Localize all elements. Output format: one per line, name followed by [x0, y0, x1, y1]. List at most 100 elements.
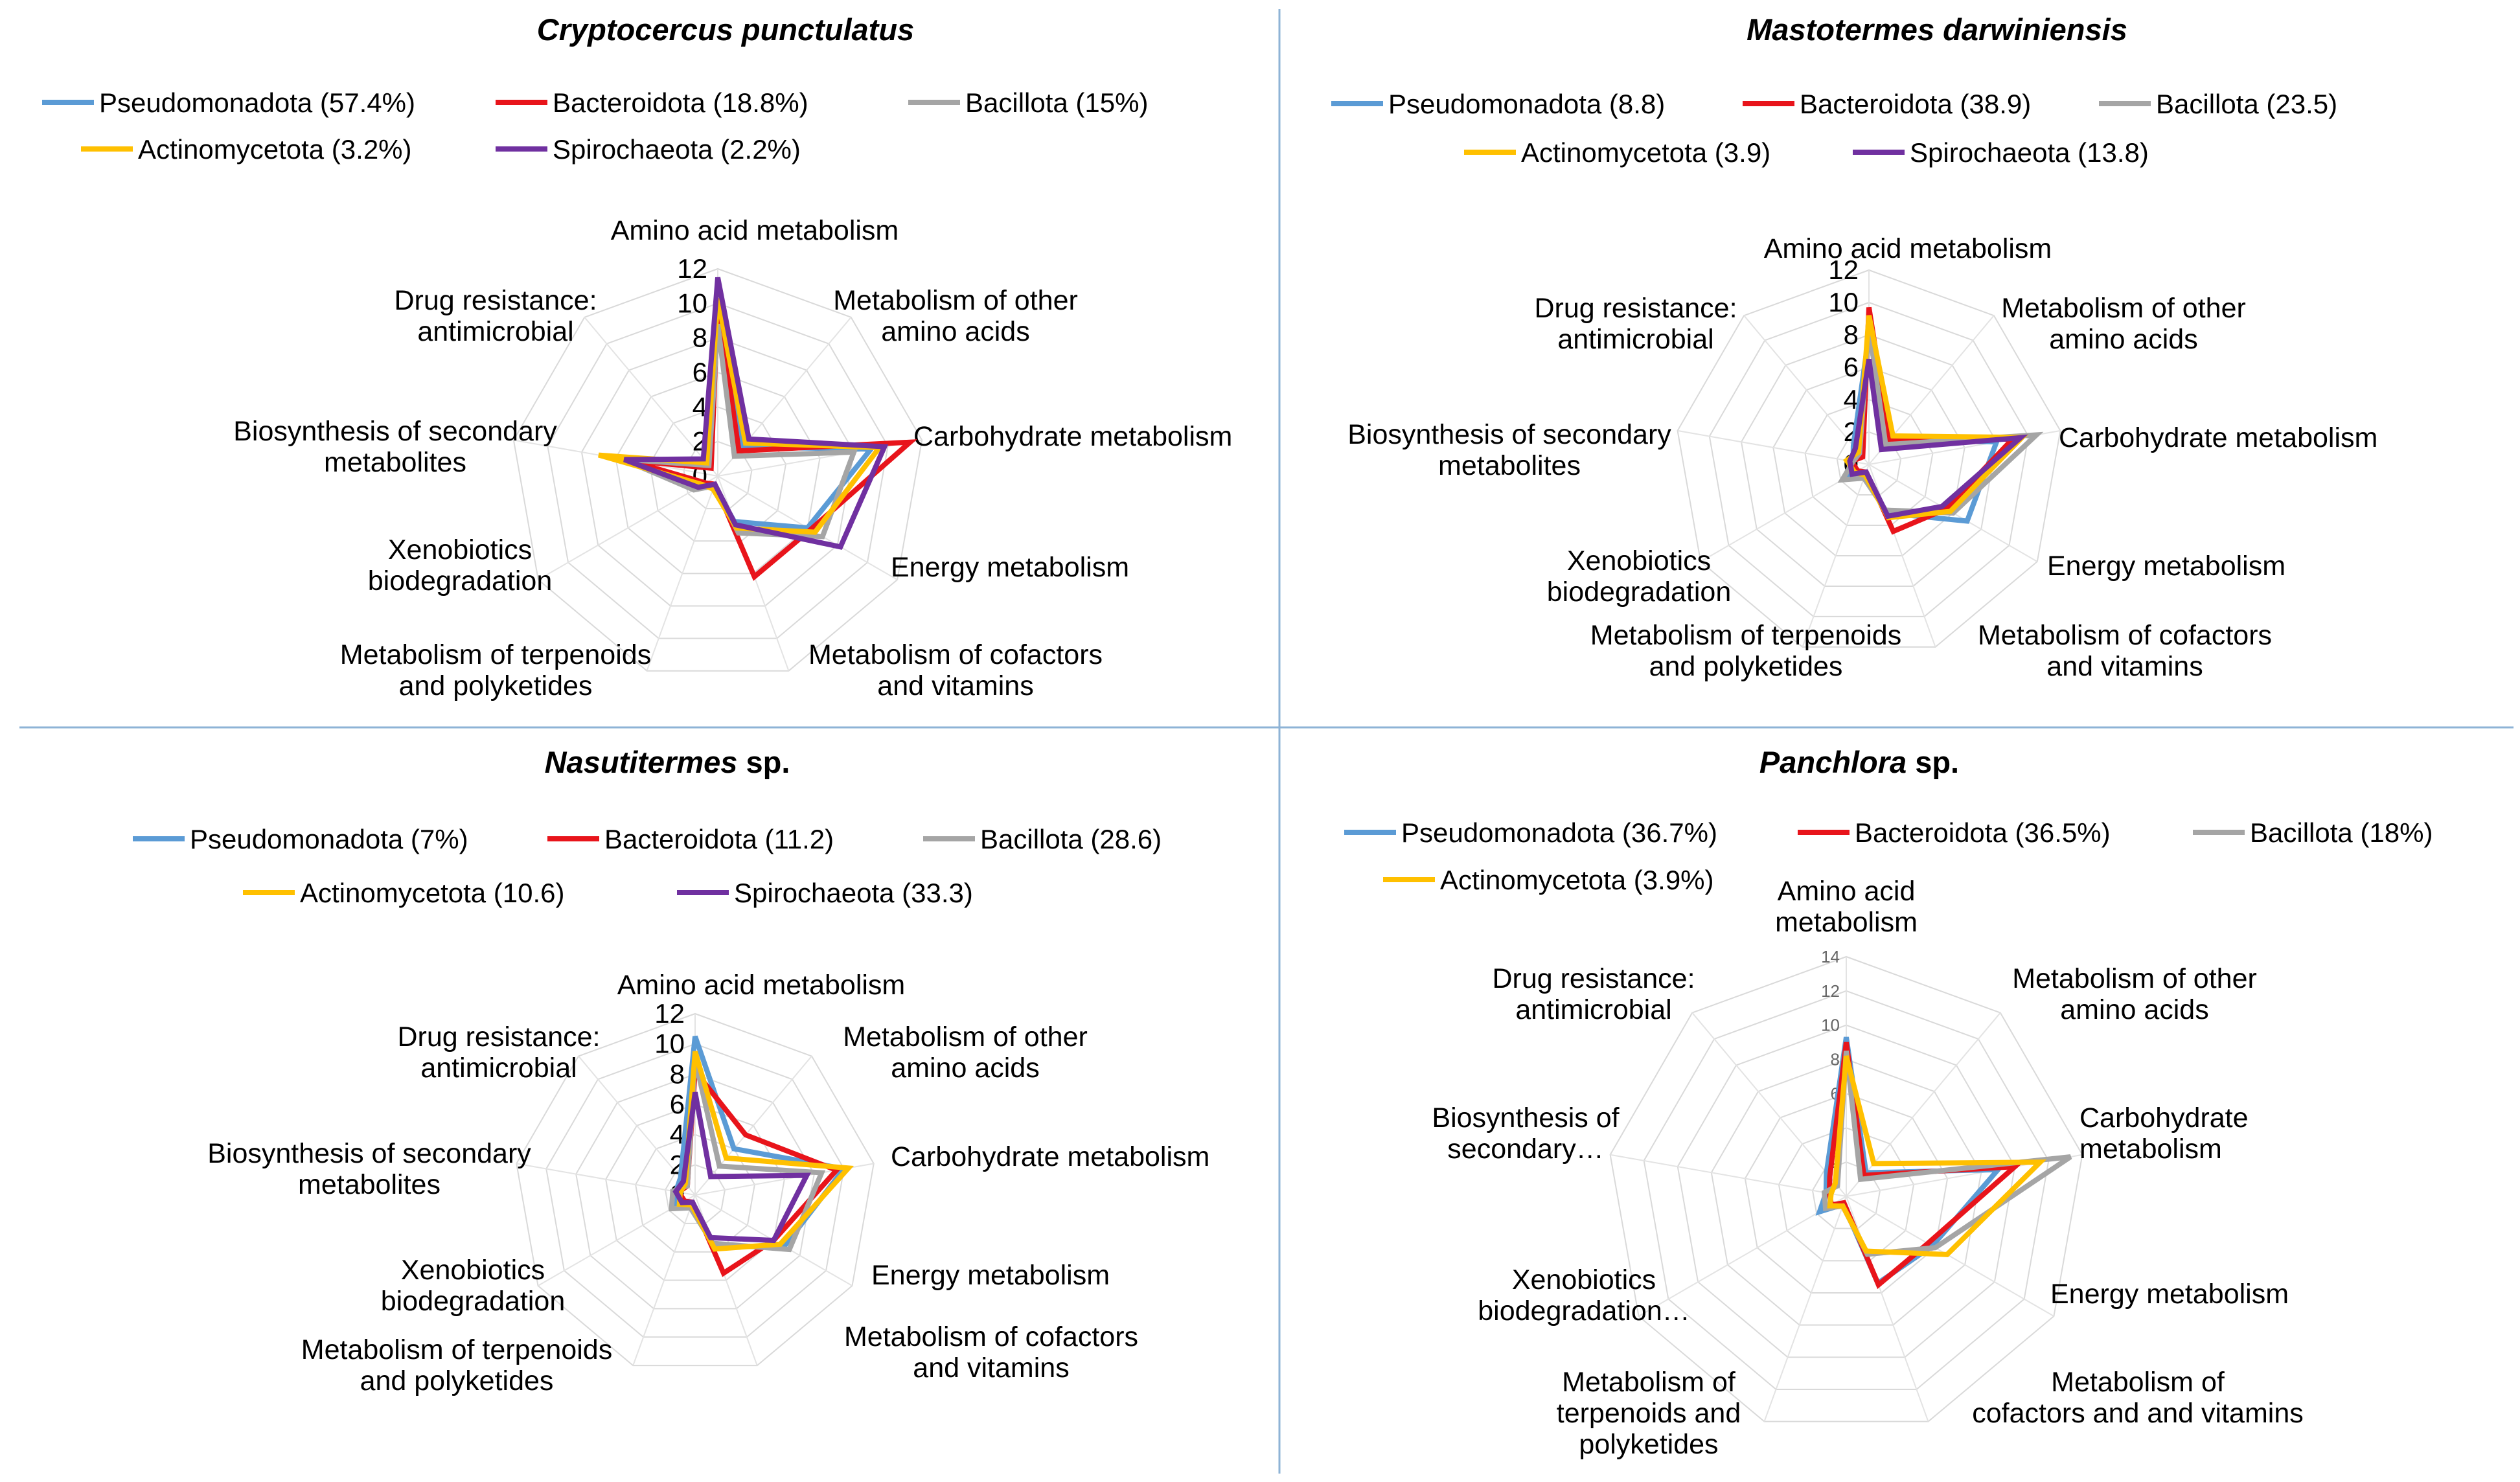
grid-ring [605, 1103, 785, 1281]
tick-label: 8 [1844, 319, 1859, 350]
grid-ring [1710, 1058, 1982, 1326]
axis-label-line: Metabolism of cofactors [808, 639, 1103, 670]
axis-label-line: secondary… [1447, 1134, 1603, 1165]
axis-label: Carbohydrate metabolism [2059, 422, 2377, 453]
axis-label-line: Xenobiotics [1567, 545, 1711, 576]
axis-label-line: amino acids [2060, 994, 2208, 1025]
axis-label-line: Xenobiotics [388, 534, 532, 565]
grid-spoke [717, 439, 922, 477]
axis-label: Carbohydrate metabolism [913, 421, 1232, 452]
legend-entry: Bacillota (28.6) [980, 824, 1162, 854]
axis-label-line: Metabolism of [2051, 1367, 2225, 1398]
axis-label-line: Amino acid metabolism [611, 215, 899, 246]
grid-ring [545, 1043, 845, 1338]
axis-label: Metabolism of other amino acids [833, 285, 1078, 347]
legend-entry: Actinomycetota (3.2%) [138, 134, 412, 165]
axis-label: Drug resistance: antimicrobial [1534, 293, 1737, 355]
axis-label-line: antimicrobial [417, 316, 573, 347]
axis-label-line: Energy metabolism [2047, 551, 2285, 582]
axis-label-line: antimicrobial [1557, 324, 1713, 355]
axis-label: Energy metabolism [2047, 551, 2285, 582]
chart-title-species: Panchlora [1759, 745, 1907, 779]
grid-ring [1744, 1093, 1949, 1294]
axis-label-line: metabolism [2079, 1134, 2222, 1165]
axis-label: Drug resistance: antimicrobial [1492, 963, 1695, 1025]
axis-label: Metabolism of terpenoids and polyketides [1557, 1367, 1741, 1460]
axis-label-line: terpenoids and [1557, 1398, 1741, 1429]
axis-label-line: and vitamins [877, 670, 1033, 701]
legend-entry: Spirochaeota (2.2%) [553, 134, 801, 165]
axis-label-line: Metabolism of [1562, 1367, 1736, 1398]
axis-label-line: Metabolism of other [833, 285, 1078, 316]
axis-label: Metabolism of other amino acids [2012, 963, 2257, 1025]
legend-entry: Bacillota (18%) [2250, 817, 2433, 848]
axis-label: Metabolism of terpenoids and polyketides [1590, 620, 1901, 682]
axis-label: Biosynthesis of secondary… [1432, 1102, 1620, 1165]
axis-label-line: Carbohydrate [2079, 1102, 2249, 1134]
axis-label: Xenobiotics biodegradation [368, 534, 553, 597]
legend-entry: Actinomycetota (10.6) [300, 878, 565, 908]
grid-spoke [516, 1163, 696, 1196]
grid-spoke [1763, 1196, 1847, 1422]
axis-label-line: biodegradation… [1478, 1295, 1690, 1327]
tick-label: 6 [670, 1089, 685, 1119]
axis-label-line: Metabolism of other [2001, 293, 2246, 324]
grid-spoke [632, 1194, 696, 1366]
chart-title: Panchlora sp. [1759, 745, 1959, 779]
legend-entry: Bacteroidota (38.9) [1800, 89, 2031, 119]
axis-label: Metabolism of cofactors and vitamins [808, 639, 1103, 701]
tick-label: 12 [1828, 255, 1859, 285]
axis-label-line: Drug resistance: [397, 1021, 600, 1053]
grid-spoke [694, 1055, 812, 1196]
chart-panel-2: Mastotermes darwiniensis Pseudomonadota (… [1331, 12, 2377, 682]
axis-label: Metabolism of cofactors and vitamins [844, 1321, 1138, 1384]
axis-label-line: Carbohydrate metabolism [2059, 422, 2377, 453]
axis-label: Biosynthesis of secondary metabolites [207, 1138, 531, 1200]
series-line-spirochaeota [672, 1091, 811, 1244]
axis-label-line: Drug resistance: [394, 285, 597, 316]
tick-label: 12 [654, 998, 685, 1029]
legend-entry: Actinomycetota (3.9%) [1440, 865, 1714, 895]
grid-ring [1740, 334, 1998, 587]
grid-spoke [1638, 1196, 1847, 1317]
axis-label-line: Metabolism of other [843, 1021, 1088, 1053]
axis-label-line: Carbohydrate metabolism [913, 421, 1232, 452]
grid-spoke [1610, 1154, 1847, 1197]
tick-label: 6 [693, 357, 707, 387]
chart-title: Cryptocercus punctulatus [537, 12, 914, 47]
axis-label-line: and polyketides [399, 670, 593, 701]
grid-spoke [1677, 429, 1870, 465]
tick-label: 6 [1844, 352, 1859, 382]
chart-panel-3: Nasutitermes sp. Pseudomonadota (7%) Bacte… [133, 745, 1209, 1396]
axis-label-line: metabolites [1438, 450, 1581, 481]
tick-label: 4 [1844, 384, 1859, 415]
grid-ring [512, 268, 923, 672]
axis-label-line: polyketides [1579, 1429, 1718, 1460]
tick-label: 14 [1821, 947, 1840, 966]
axis-label: Metabolism of cofactors and and vitamins [1972, 1367, 2304, 1429]
axis-label: Carbohydrate metabolism [891, 1141, 1209, 1172]
legend-entry: Bacteroidota (18.8%) [553, 87, 808, 118]
axis-label: Xenobiotics biodegradation… [1478, 1264, 1690, 1327]
axis-label-line: biodegradation [368, 565, 553, 597]
axis-label-line: and polyketides [360, 1365, 554, 1396]
legend-entry: Spirochaeota (13.8) [1910, 137, 2149, 168]
axis-label-line: Metabolism of other [2012, 963, 2257, 994]
grid-spoke [646, 475, 718, 672]
axis-label: Amino acid metabolism [611, 215, 899, 246]
axis-label-line: metabolites [298, 1169, 441, 1200]
axis-label-line: Drug resistance: [1534, 293, 1737, 324]
legend-entry: Bacteroidota (11.2) [604, 824, 834, 854]
grid-ring [1772, 366, 1965, 556]
tick-label: 10 [677, 288, 707, 318]
axis-label-line: Energy metabolism [871, 1260, 1110, 1291]
axis-label-line: Xenobiotics [401, 1255, 545, 1286]
chart-panel-4: Panchlora sp. Pseudomonadota (36.7%) Bacte… [1344, 745, 2433, 1460]
series-line-spirochaeota [623, 277, 889, 550]
axis-label-line: cofactors and and vitamins [1972, 1398, 2304, 1429]
axis-label-line: Xenobiotics [1512, 1264, 1656, 1295]
series-line-spirochaeota [1847, 358, 2028, 519]
axis-label-line: antimicrobial [1515, 994, 1671, 1025]
grid-spoke [1802, 464, 1870, 648]
